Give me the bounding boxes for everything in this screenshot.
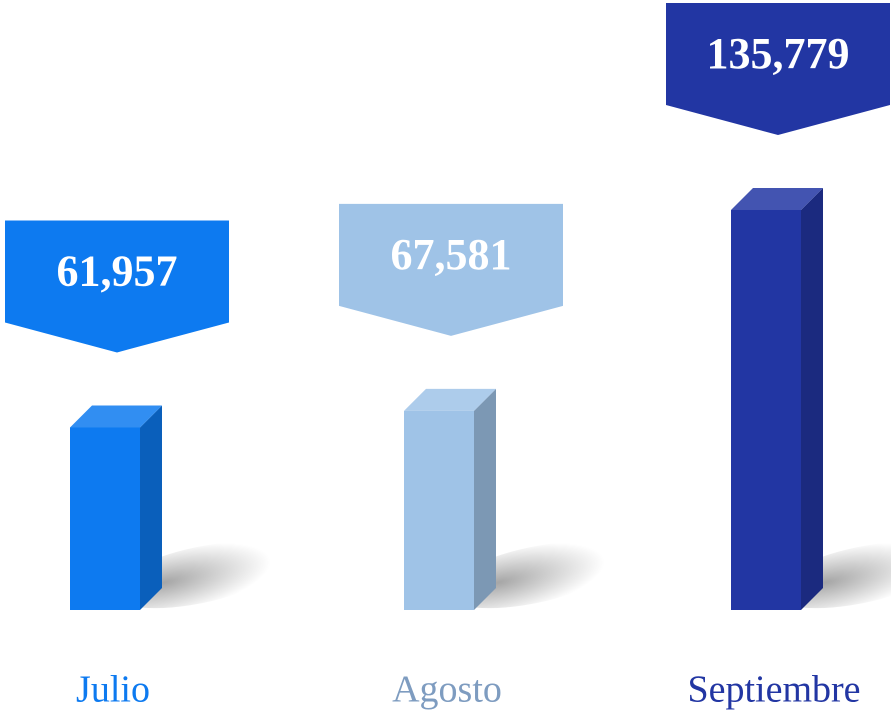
category-label: Julio	[76, 669, 150, 711]
category-label: Septiembre	[687, 669, 860, 711]
value-callout	[339, 203, 563, 336]
bar	[404, 410, 474, 610]
bar	[70, 427, 140, 610]
value-callout	[666, 3, 890, 135]
value-label: 135,779	[707, 29, 850, 78]
category-label: Agosto	[392, 669, 502, 711]
value-label: 61,957	[57, 247, 178, 296]
bar-top	[70, 405, 162, 428]
bar-side	[140, 405, 162, 610]
bar	[731, 210, 801, 610]
bar-top	[404, 388, 496, 411]
bar-top	[731, 188, 823, 210]
value-label: 67,581	[391, 230, 512, 279]
bar-side	[801, 188, 823, 610]
bar-side	[474, 388, 496, 610]
value-callout	[5, 220, 229, 353]
